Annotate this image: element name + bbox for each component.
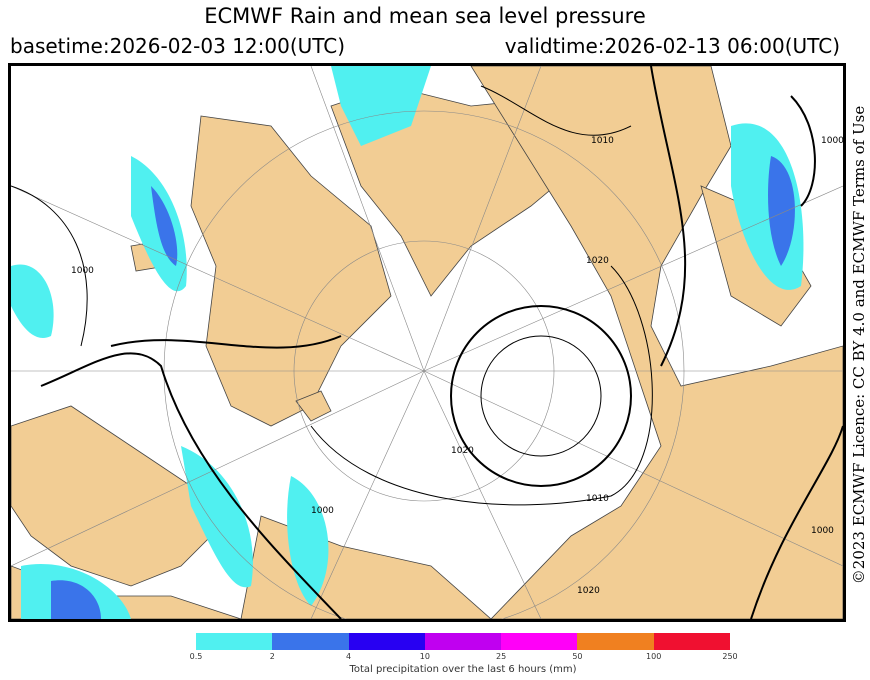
map-canvas	[11, 66, 843, 619]
legend-tick: 4	[346, 652, 352, 661]
precipitation-colorbar	[196, 633, 730, 650]
legend-ticks: 0.5 2 4 10 25 50 100 250	[190, 652, 738, 664]
isobar-label: 1010	[586, 494, 609, 504]
isobar-label: 1000	[71, 266, 94, 276]
legend-tick: 2	[269, 652, 275, 661]
precipitation-areas	[11, 66, 804, 619]
validtime-label: validtime:2026-02-13 06:00(UTC)	[504, 34, 840, 58]
legend-swatch	[424, 633, 502, 650]
isobar-label: 1000	[811, 526, 834, 536]
legend-swatch	[501, 633, 578, 650]
legend-swatch	[577, 633, 654, 650]
licence-label: ©2023 ECMWF Licence: CC BY 4.0 and ECMWF…	[850, 105, 868, 585]
graticule	[11, 66, 843, 619]
pressure-rain-map: 1020 1010 1000 1000 1020 1010 1000 1020 …	[8, 63, 846, 622]
legend-swatch	[196, 633, 273, 650]
isobar-label: 1010	[591, 136, 614, 146]
legend-tick: 250	[722, 652, 738, 661]
isobar-label: 1000	[821, 136, 844, 146]
legend-swatch	[348, 633, 425, 650]
chart-title: ECMWF Rain and mean sea level pressure	[204, 4, 646, 28]
legend-tick: 0.5	[189, 652, 203, 661]
scandinavia	[11, 405, 212, 587]
legend-caption: Total precipitation over the last 6 hour…	[349, 664, 577, 675]
isobar-label: 1020	[586, 256, 609, 266]
isobar-label: 1020	[451, 446, 474, 456]
isobars	[11, 66, 843, 619]
basetime-label: basetime:2026-02-03 12:00(UTC)	[10, 34, 346, 58]
isobar-label: 1020	[577, 586, 600, 596]
legend-swatch	[272, 633, 349, 650]
isobar-label: 1000	[311, 506, 334, 516]
alaska-yukon	[470, 66, 843, 619]
legend-swatch	[653, 633, 730, 650]
licence-text: ©2023 ECMWF Licence: CC BY 4.0 and ECMWF…	[848, 80, 870, 610]
legend-tick: 10	[419, 652, 430, 661]
legend-tick: 25	[496, 652, 507, 661]
legend-tick: 100	[646, 652, 662, 661]
legend-tick: 50	[572, 652, 583, 661]
siberia	[240, 515, 492, 619]
svalbard	[295, 390, 332, 422]
